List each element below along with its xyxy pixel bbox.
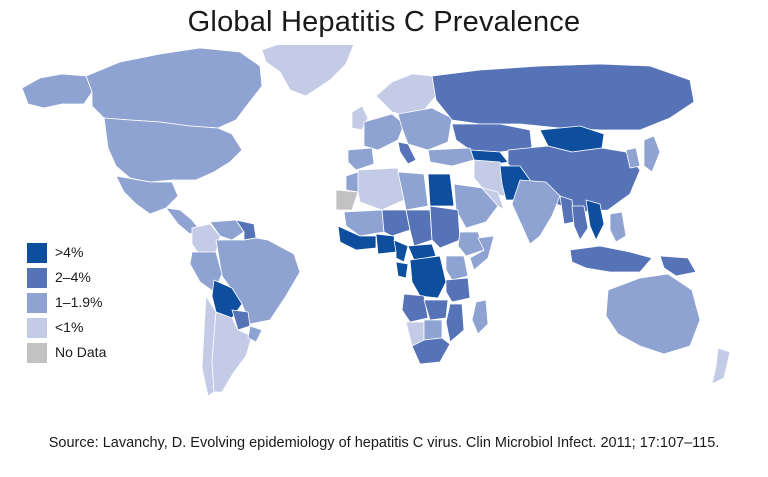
- legend-swatch-2to4: [27, 268, 47, 288]
- legend-label-nodata: No Data: [55, 344, 106, 360]
- region-cameroon: [394, 240, 408, 262]
- region-russia: [432, 64, 694, 130]
- legend-swatch-nodata: [27, 343, 47, 363]
- region-alaska: [22, 74, 92, 108]
- legend-swatch-1to19: [27, 293, 47, 313]
- region-mozambique: [446, 304, 464, 342]
- legend-swatch-lt1: [27, 318, 47, 338]
- region-western-europe: [364, 114, 404, 150]
- region-niger: [382, 210, 410, 236]
- legend-label-lt1: <1%: [55, 319, 83, 335]
- region-myanmar: [560, 196, 574, 224]
- region-philippines: [610, 212, 626, 242]
- region-libya: [398, 172, 428, 210]
- region-chad: [406, 210, 432, 246]
- region-botswana: [424, 320, 442, 340]
- legend-swatch-gt4: [27, 243, 47, 263]
- region-iberia: [348, 148, 374, 170]
- source-citation: Source: Lavanchy, D. Evolving epidemiolo…: [0, 435, 768, 451]
- region-indonesia: [570, 246, 652, 272]
- region-tanzania: [446, 278, 470, 302]
- region-kenya: [446, 256, 468, 280]
- region-sudan: [430, 206, 460, 248]
- region-nigeria: [376, 234, 396, 254]
- region-united-states: [104, 118, 242, 182]
- region-papua-new-guinea: [660, 256, 696, 276]
- region-dr-congo: [410, 256, 446, 298]
- region-turkey: [428, 148, 474, 166]
- region-australia: [606, 274, 700, 354]
- world-map: [0, 45, 768, 405]
- region-kazakhstan: [452, 124, 532, 152]
- region-algeria: [358, 168, 404, 210]
- region-madagascar: [472, 300, 488, 334]
- legend-label-1to19: 1–1.9%: [55, 294, 102, 310]
- region-western-sahara: [336, 190, 358, 210]
- region-canada: [86, 48, 262, 128]
- region-new-zealand: [712, 348, 730, 384]
- region-egypt: [428, 174, 454, 206]
- region-gabon: [396, 262, 408, 278]
- region-india: [512, 180, 560, 244]
- region-angola: [402, 294, 428, 322]
- map-title: Global Hepatitis C Prevalence: [0, 6, 768, 39]
- region-japan: [644, 136, 660, 172]
- legend-label-2to4: 2–4%: [55, 269, 91, 285]
- region-greenland: [262, 45, 354, 96]
- legend-label-gt4: >4%: [55, 244, 83, 260]
